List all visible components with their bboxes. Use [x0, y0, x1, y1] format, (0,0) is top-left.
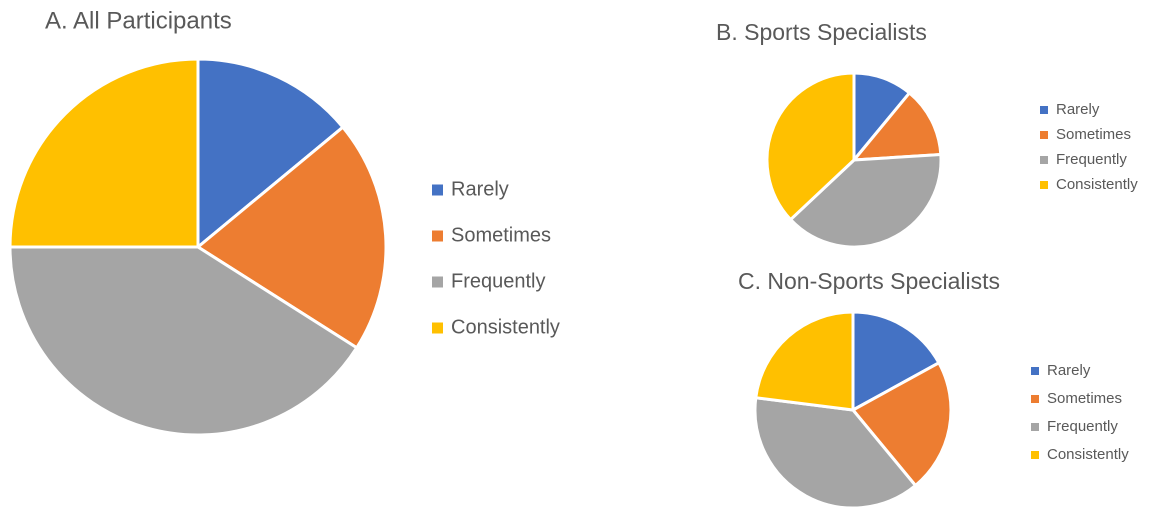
- legend-label: Sometimes: [1056, 126, 1131, 143]
- pie-slice: [754, 310, 855, 412]
- legend-swatch: [1040, 106, 1048, 114]
- legend-swatch: [1040, 181, 1048, 189]
- pie-slice: [8, 57, 200, 249]
- legend-label: Rarely: [1047, 362, 1091, 379]
- legend-swatch: [1031, 367, 1039, 375]
- legend-label: Frequently: [1047, 418, 1118, 435]
- legend-swatch: [1031, 423, 1039, 431]
- pie-slice: [196, 57, 345, 251]
- legend-swatch: [432, 230, 443, 242]
- pie-slice: [765, 71, 856, 222]
- legend-label: Sometimes: [451, 224, 551, 246]
- legend-label: Consistently: [1056, 176, 1138, 193]
- legend-label: Consistently: [451, 316, 560, 338]
- legend-label: Consistently: [1047, 446, 1129, 463]
- chart-title: C. Non-Sports Specialists: [738, 268, 1000, 294]
- legend-swatch: [1031, 451, 1039, 459]
- pie-slice: [850, 360, 953, 488]
- pie-slice: [850, 90, 943, 162]
- legend-label: Frequently: [1056, 151, 1127, 168]
- legend-swatch: [432, 322, 443, 334]
- chart-title: A. All Participants: [45, 7, 232, 34]
- legend-label: Rarely: [1056, 101, 1100, 118]
- legend-swatch: [1040, 156, 1048, 164]
- legend-swatch: [1040, 131, 1048, 139]
- legend-label: Frequently: [451, 270, 546, 292]
- pie-slice: [195, 125, 388, 350]
- legend-label: Rarely: [451, 178, 509, 200]
- legend-label: Sometimes: [1047, 390, 1122, 407]
- legend-swatch: [432, 276, 443, 288]
- pie-slice: [788, 152, 943, 249]
- pie-slice: [8, 245, 359, 437]
- pie-slice: [753, 396, 918, 510]
- legend-swatch: [1031, 395, 1039, 403]
- pie-slice: [851, 310, 941, 413]
- legend-swatch: [432, 184, 443, 196]
- chart-title: B. Sports Specialists: [716, 19, 927, 45]
